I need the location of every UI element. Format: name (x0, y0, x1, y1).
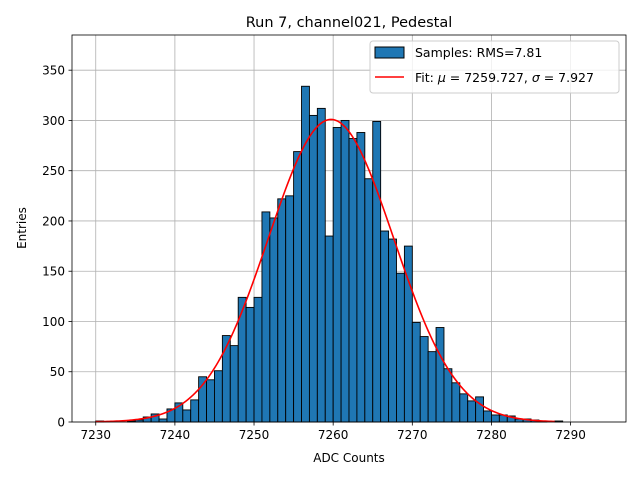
x-tick-label: 7260 (318, 428, 349, 442)
x-tick-label: 7230 (80, 428, 111, 442)
histogram-bar (269, 217, 279, 423)
histogram-bar (435, 327, 445, 423)
histogram-bar (459, 393, 469, 423)
histogram-bar (301, 85, 310, 423)
histogram-bar (483, 410, 492, 423)
legend-swatch-samples (374, 46, 405, 59)
x-tick-label: 7290 (555, 428, 586, 442)
histogram-bar (340, 119, 350, 423)
histogram-bar (491, 414, 500, 423)
histogram-bar (308, 114, 318, 423)
legend-label-samples: Samples: RMS=7.81 (415, 45, 542, 60)
x-tick-label: 7250 (239, 428, 270, 442)
histogram-bar (419, 336, 429, 423)
y-tick-label: 200 (42, 214, 65, 228)
histogram-bar (332, 127, 342, 423)
histogram-bar (467, 400, 477, 423)
histogram-bar (324, 235, 334, 423)
histogram-bar (348, 138, 358, 423)
x-tick-label: 7240 (160, 428, 191, 442)
x-tick-label: 7280 (476, 428, 507, 442)
histogram-bar (277, 198, 287, 423)
legend-label-fit: Fit: μ = 7259.727, σ = 7.927 (415, 70, 594, 85)
x-tick-label: 7270 (397, 428, 428, 442)
x-axis-label: ADC Counts (313, 451, 385, 465)
y-tick-label: 350 (42, 64, 65, 78)
y-tick-label: 300 (42, 114, 65, 128)
plot-frame (71, 34, 627, 423)
histogram-bar (443, 368, 453, 423)
fit-curve-layer (95, 118, 555, 423)
histogram-bar (356, 132, 366, 423)
y-tick-label: 250 (42, 164, 65, 178)
histogram-bar (372, 120, 382, 423)
y-tick-label: 50 (50, 365, 65, 379)
histogram-bar (411, 322, 421, 423)
histogram-bar (182, 409, 192, 423)
histogram-bar (316, 107, 326, 423)
gaussian-fit-line (95, 118, 555, 423)
histogram-bar (214, 370, 223, 423)
histogram-bar (253, 296, 263, 423)
histogram-bar (396, 272, 405, 423)
chart-title: Run 7, channel021, Pedestal (246, 15, 453, 31)
histogram-bar (451, 382, 461, 423)
legend-box (369, 40, 620, 94)
histogram-bar (285, 195, 295, 423)
histogram-bar (364, 178, 374, 423)
y-tick-label: 100 (42, 315, 65, 329)
histogram-bar (380, 230, 390, 423)
histogram-bar (427, 351, 437, 423)
histogram-bar (206, 379, 215, 423)
legend: Samples: RMS=7.81 Fit: μ = 7259.727, σ =… (369, 40, 620, 94)
y-tick-label: 0 (57, 416, 65, 430)
histogram-bar (388, 238, 397, 423)
histogram-bar (190, 399, 200, 423)
y-axis-label: Entries (15, 207, 29, 249)
histogram-bar (158, 418, 168, 423)
axis-ticks: 7230 7240 7250 7260 7270 7280 7290 0 50 100 150 200… (42, 64, 586, 442)
histogram-bar (293, 151, 302, 423)
histogram-bar (229, 345, 239, 423)
histogram-bar (475, 396, 484, 423)
histogram-bar (245, 306, 255, 423)
y-tick-label: 150 (42, 265, 65, 279)
